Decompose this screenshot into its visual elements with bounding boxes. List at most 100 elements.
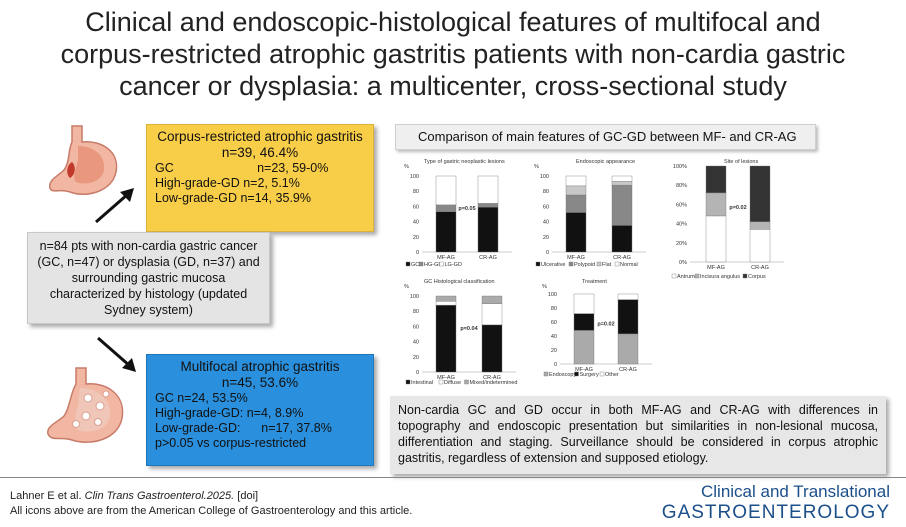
stomach-multifocal-icon — [40, 366, 136, 450]
chart2-title: Site of lesions — [724, 159, 758, 165]
chart4-legend-swatch — [574, 371, 579, 377]
chart-endoscopic-appearance: Endoscopic appearance% 0 20 40 60 80 100 MF-AG C… — [532, 156, 662, 274]
chart4-legend-label: Surgery — [580, 372, 600, 378]
chart1-ytick: 60 — [543, 204, 549, 210]
chart0-legend-swatch — [439, 261, 444, 267]
multifocal-box-n: n=45, 53.6% — [221, 375, 299, 390]
chart0-title: Type of gastric neoplastic lesions — [424, 159, 505, 165]
chart3-legend-label: Diffuse — [444, 380, 461, 386]
chart3-title: GC Histological classification — [424, 279, 495, 285]
chart2-bar-1-1 — [749, 221, 771, 230]
chart1-ytick: 20 — [543, 235, 549, 241]
chart4-legend-swatch — [599, 371, 605, 377]
chart2-ytick: 0% — [679, 260, 687, 266]
chart-endoscopic-appearance-svg: Endoscopic appearance% 0 20 40 60 80 100 MF-AG C… — [534, 159, 646, 268]
chart3-ytick: 100 — [410, 294, 419, 300]
chart3-ytick: 0 — [416, 370, 419, 376]
icons-note: All icons above are from the American Co… — [10, 505, 413, 517]
corpus-box-hggd: High-grade-GD n=2, 5.1% — [155, 176, 300, 190]
footer-divider — [0, 477, 906, 478]
chart1-legend-label: Polypoid — [574, 262, 595, 268]
chart-type-lesions-svg: Type of gastric neoplastic lesions% 0 20 40… — [404, 159, 512, 268]
chart2-ytick: 60% — [676, 202, 687, 208]
chart1-category-label: CR-AG — [613, 255, 631, 261]
chart4-ylabel: % — [542, 284, 547, 290]
chart2-category-label: CR-AG — [751, 265, 769, 271]
chart1-bar-0-1 — [565, 194, 587, 213]
chart3-ytick: 20 — [413, 355, 419, 361]
chart1-legend-swatch — [568, 261, 574, 267]
chart0-category-label: MF-AG — [437, 255, 455, 261]
chart4-bar-0-2 — [573, 293, 595, 314]
chart0-bar-1-0 — [477, 206, 499, 253]
chart1-legend-label: Normal — [620, 262, 638, 268]
chart4-bar-0-1 — [573, 313, 595, 331]
chart1-category-label: MF-AG — [567, 255, 585, 261]
chart0-pvalue: p=0.05 — [458, 206, 475, 212]
chart4-legend-label: Other — [605, 372, 619, 378]
journal-logo: Clinical and Translational GASTROENTEROL… — [662, 482, 890, 524]
chart3-legend-label: Mixed/indetermined — [470, 380, 518, 386]
chart1-ytick: 100 — [540, 174, 549, 180]
title-line-3: cancer or dysplasia: a multicenter, cros… — [119, 71, 787, 101]
chart0-legend-swatch — [405, 261, 411, 267]
chart0-legend-label: HG-GD — [424, 262, 442, 268]
chart4-pvalue: p=0.02 — [597, 322, 614, 328]
chart0-ytick: 60 — [413, 204, 419, 210]
chart0-category-label: CR-AG — [479, 255, 497, 261]
chart-treatment: Treatment% 0 20 40 60 80 100 MF-AG CR-AG p=0.02 En… — [540, 276, 664, 382]
chart4-bar-1-1 — [617, 299, 639, 335]
chart0-ytick: 20 — [413, 235, 419, 241]
chart2-ytick: 40% — [676, 222, 687, 228]
chart3-bar-0-1 — [435, 301, 457, 306]
brand-line-1: Clinical and Translational — [701, 482, 890, 501]
chart0-legend-label: LG-GD — [445, 262, 462, 268]
chart4-legend-label: Endoscopy — [549, 372, 576, 378]
multifocal-box-p: p>0.05 vs corpus-restricted — [155, 436, 307, 450]
citation-journal: Clin Trans Gastroenterol.2025. — [84, 490, 235, 502]
chart3-legend-swatch — [464, 379, 469, 385]
chart3-ylabel: % — [404, 284, 409, 290]
chart2-ytick: 100% — [673, 164, 687, 170]
summary-text: Non-cardia GC and GD occur in both MF-AG… — [398, 403, 878, 465]
chart4-bar-0-0 — [573, 330, 595, 365]
title-line-2: corpus-restricted atrophic gastritis pat… — [60, 39, 846, 69]
chart0-legend-swatch — [418, 261, 424, 267]
chart1-title: Endoscopic appearance — [576, 159, 635, 165]
chart-histological-classification: GC Histological classification% 0 20 40 60 80… — [402, 276, 538, 390]
chart1-bar-1-3 — [611, 175, 633, 182]
chart0-bar-0-0 — [435, 211, 457, 253]
arrow-up-icon — [92, 186, 138, 226]
chart3-legend-swatch — [438, 379, 444, 385]
chart2-pvalue: p=0.02 — [729, 205, 746, 211]
chart0-ytick: 0 — [416, 250, 419, 256]
stomach-corpus-icon — [42, 122, 132, 204]
chart4-bar-1-2 — [617, 293, 639, 300]
chart2-legend-label: Incisura angulus — [700, 274, 740, 280]
chart1-bar-0-2 — [565, 185, 587, 196]
chart3-legend-label: Intestinal — [411, 380, 433, 386]
citation-doi: [doi] — [237, 490, 259, 502]
chart0-ylabel: % — [404, 164, 409, 170]
chart-treatment-svg: Treatment% 0 20 40 60 80 100 MF-AG CR-AG p=0.02 En… — [542, 279, 652, 378]
chart1-legend-label: Flat — [602, 262, 612, 268]
chart3-ytick: 60 — [413, 324, 419, 330]
multifocal-box-title: Multifocal atrophic gastritis — [180, 359, 340, 374]
chart1-ylabel: % — [534, 164, 539, 170]
chart4-bar-1-0 — [617, 333, 639, 365]
chart2-legend-label: Antrum — [677, 274, 695, 280]
chart3-category-label: MF-AG — [437, 375, 455, 381]
chart3-bar-0-0 — [435, 304, 457, 373]
summary-box: Non-cardia GC and GD occur in both MF-AG… — [390, 396, 886, 474]
chart0-ytick: 40 — [413, 220, 419, 226]
chart-histological-classification-svg: GC Histological classification% 0 20 40 60 80… — [404, 279, 518, 386]
chart4-ytick: 0 — [554, 362, 557, 368]
chart2-bar-0-0 — [705, 215, 727, 263]
citation-authors: Lahner E et al. — [10, 490, 82, 502]
chart3-legend-swatch — [405, 379, 411, 385]
multifocal-box-lggd: Low-grade-GD: n=17, 37.8% — [155, 421, 332, 435]
chart0-bar-0-2 — [435, 175, 457, 206]
chart2-ytick: 20% — [676, 241, 687, 247]
multifocal-box-gc: GC n=24, 53.5% — [155, 391, 248, 405]
chart2-legend-swatch — [742, 273, 748, 279]
